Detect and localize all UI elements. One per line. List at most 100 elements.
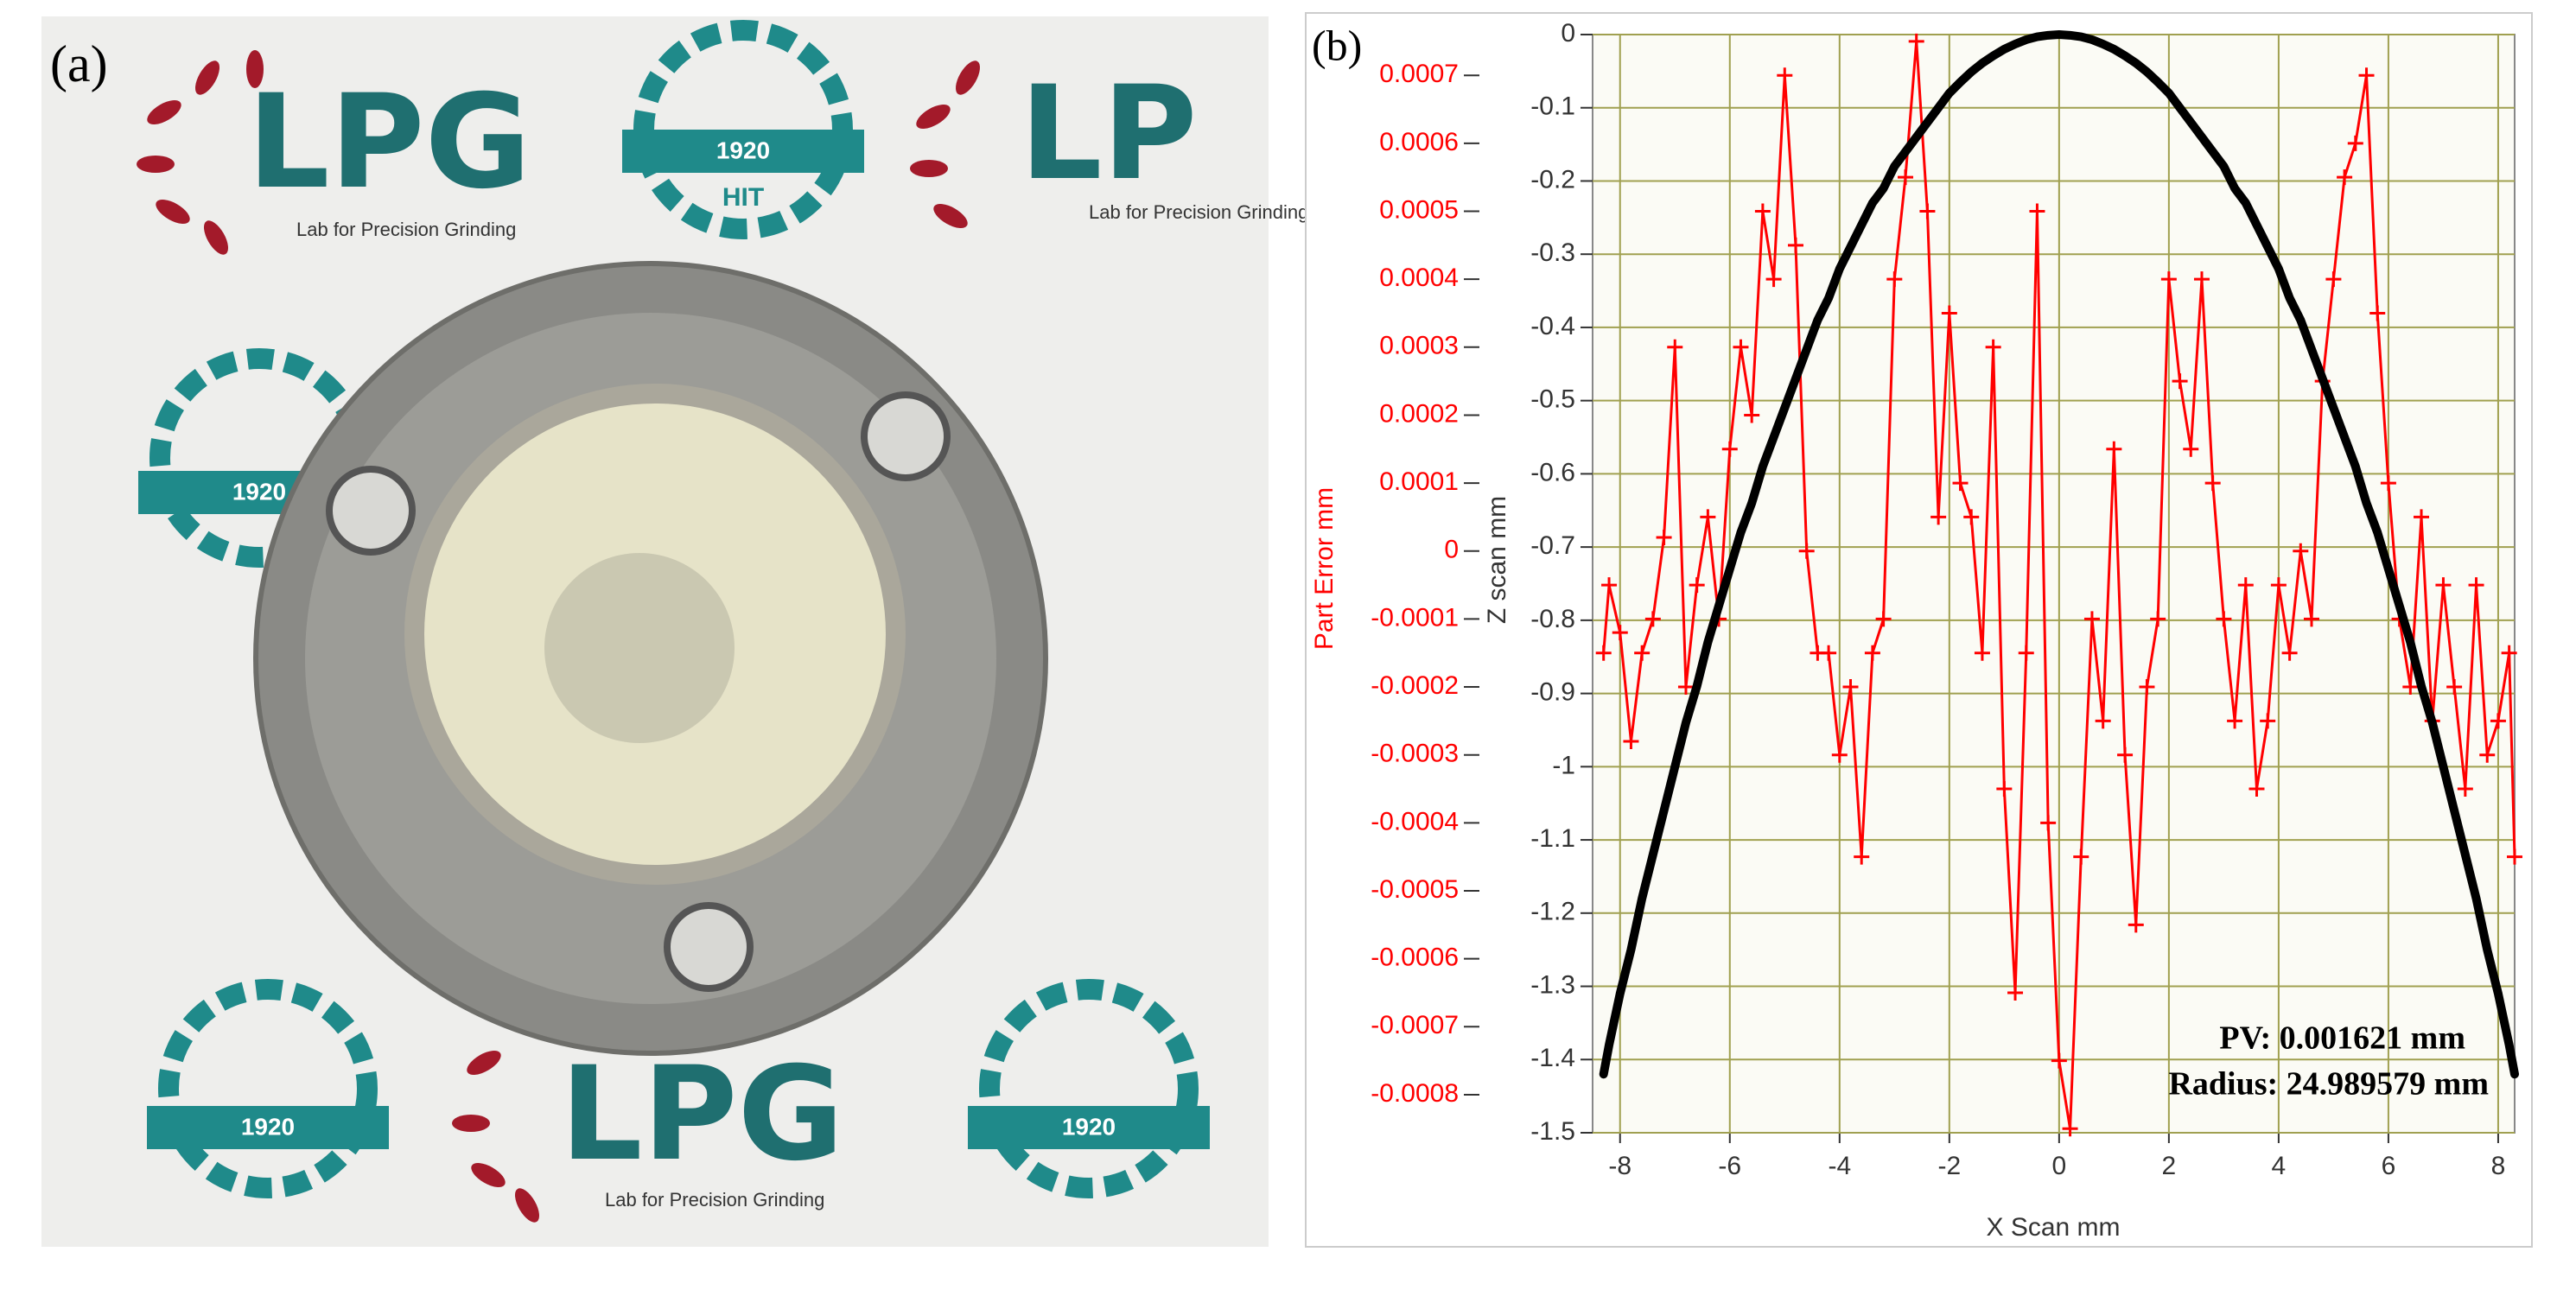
logo-subtitle: Lab for Precision Grinding xyxy=(296,219,516,240)
point-marker xyxy=(1777,67,1793,84)
point-marker xyxy=(2128,917,2144,933)
point-marker xyxy=(1733,339,1749,355)
point-marker xyxy=(1612,625,1628,641)
point-marker xyxy=(2160,271,2177,288)
y-tick-label: -0.2 xyxy=(1530,165,1575,194)
y2-tick-label: -0.0005 xyxy=(1371,875,1459,904)
emblem: 1920 xyxy=(147,979,389,1198)
annotation: PV: 0.001621 mm xyxy=(2219,1020,2465,1057)
point-marker xyxy=(2468,577,2484,594)
logo-subtitle: Lab for Precision Grinding xyxy=(1089,201,1308,223)
point-marker xyxy=(1667,339,1683,355)
point-marker xyxy=(2237,577,2254,594)
x-tick-label: 2 xyxy=(2162,1152,2177,1180)
y-axis-label: Z scan mm xyxy=(1483,496,1511,624)
x-tick-label: 8 xyxy=(2491,1152,2506,1180)
emblem-year: 1920 xyxy=(232,478,286,505)
point-marker xyxy=(1595,645,1612,661)
point-marker xyxy=(1821,645,1837,661)
point-marker xyxy=(2095,713,2111,729)
point-marker xyxy=(1985,339,2001,355)
point-marker xyxy=(1875,611,1892,627)
y-tick-label: -1.4 xyxy=(1530,1044,1575,1072)
point-marker xyxy=(2018,645,2034,661)
y2-tick-label: -0.0006 xyxy=(1371,944,1459,972)
point-marker xyxy=(2029,203,2045,219)
point-marker xyxy=(2204,475,2221,492)
point-marker xyxy=(2150,611,2166,627)
emblem: 1920 HIT xyxy=(622,20,864,239)
y2-tick-label: -0.0008 xyxy=(1371,1079,1459,1108)
point-marker xyxy=(2007,984,2024,1001)
point-marker xyxy=(2227,713,2243,729)
series-line xyxy=(1599,30,2519,1079)
logo-text: LPG xyxy=(560,1039,844,1190)
point-marker xyxy=(2380,475,2396,492)
point-marker xyxy=(2501,645,2517,661)
point-marker xyxy=(2457,781,2473,798)
point-marker xyxy=(2347,135,2363,151)
point-marker xyxy=(2172,373,2188,390)
panel-label: (a) xyxy=(50,35,108,92)
point-marker xyxy=(2139,679,2155,696)
point-marker xyxy=(2260,713,2276,729)
point-marker xyxy=(1930,509,1947,525)
logo-text: LP xyxy=(1020,59,1198,209)
y-tick-label: -0.6 xyxy=(1530,458,1575,486)
y2-tick-label: 0.0007 xyxy=(1379,60,1459,88)
y-tick-label: -0.4 xyxy=(1530,312,1575,340)
point-marker xyxy=(2402,679,2419,696)
y-tick-label: -0.5 xyxy=(1530,385,1575,414)
logo-text: LPG xyxy=(247,67,531,218)
x-tick-label: -4 xyxy=(1828,1152,1851,1180)
y2-tick-label: -0.0001 xyxy=(1371,603,1459,632)
point-marker xyxy=(1963,509,1980,525)
y2-tick-label: 0.0004 xyxy=(1379,264,1459,292)
y2-tick-label: -0.0003 xyxy=(1371,740,1459,768)
point-marker xyxy=(1908,33,1924,49)
point-marker xyxy=(2183,441,2199,457)
point-marker xyxy=(1656,530,1672,546)
y2-tick-label: 0.0002 xyxy=(1379,399,1459,428)
point-marker xyxy=(1744,407,1760,423)
point-marker xyxy=(1787,237,1803,253)
y-tick-label: -0.3 xyxy=(1530,238,1575,267)
x-tick-label: -8 xyxy=(1608,1152,1631,1180)
y-tick-label: -0.1 xyxy=(1530,92,1575,121)
point-marker xyxy=(2106,441,2122,457)
logo-subtitle: Lab for Precision Grinding xyxy=(605,1189,824,1211)
point-marker xyxy=(1952,475,1969,492)
y-tick-label: -0.8 xyxy=(1530,605,1575,633)
photo-panel: LPG Lab for Precision Grinding LP Lab fo… xyxy=(41,16,1308,1247)
y-tick-label: -0.9 xyxy=(1530,678,1575,707)
point-marker xyxy=(1864,645,1880,661)
y-tick-label: -1.3 xyxy=(1530,970,1575,999)
y-tick-label: -0.7 xyxy=(1530,531,1575,560)
point-marker xyxy=(1974,645,1990,661)
logo: LP Lab for Precision Grinding xyxy=(910,59,1308,228)
y2-tick-label: 0.0006 xyxy=(1379,128,1459,156)
y2-tick-label: -0.0007 xyxy=(1371,1011,1459,1039)
point-marker xyxy=(1721,441,1738,457)
emblem-year: 1920 xyxy=(241,1113,295,1140)
point-marker xyxy=(1677,679,1694,696)
y-tick-label: -1 xyxy=(1552,751,1575,779)
point-marker xyxy=(1941,305,1957,321)
panel-label: (b) xyxy=(1312,21,1362,69)
point-marker xyxy=(2281,645,2298,661)
x-axis-label: X Scan mm xyxy=(1986,1213,2120,1242)
emblem-text: HIT xyxy=(722,183,764,212)
annotation: Radius: 24.989579 mm xyxy=(2168,1066,2489,1103)
point-marker xyxy=(2507,848,2522,865)
x-tick-label: 0 xyxy=(2052,1152,2067,1180)
y2-tick-label: 0.0001 xyxy=(1379,467,1459,496)
emblem: 1920 xyxy=(968,979,1210,1198)
point-marker xyxy=(2216,611,2232,627)
point-marker xyxy=(2193,271,2210,288)
y2-tick-label: -0.0002 xyxy=(1371,671,1459,700)
point-marker xyxy=(1919,203,1936,219)
point-marker xyxy=(1634,645,1651,661)
point-marker xyxy=(2414,509,2430,525)
point-marker xyxy=(2479,747,2496,763)
point-marker xyxy=(1765,271,1782,288)
